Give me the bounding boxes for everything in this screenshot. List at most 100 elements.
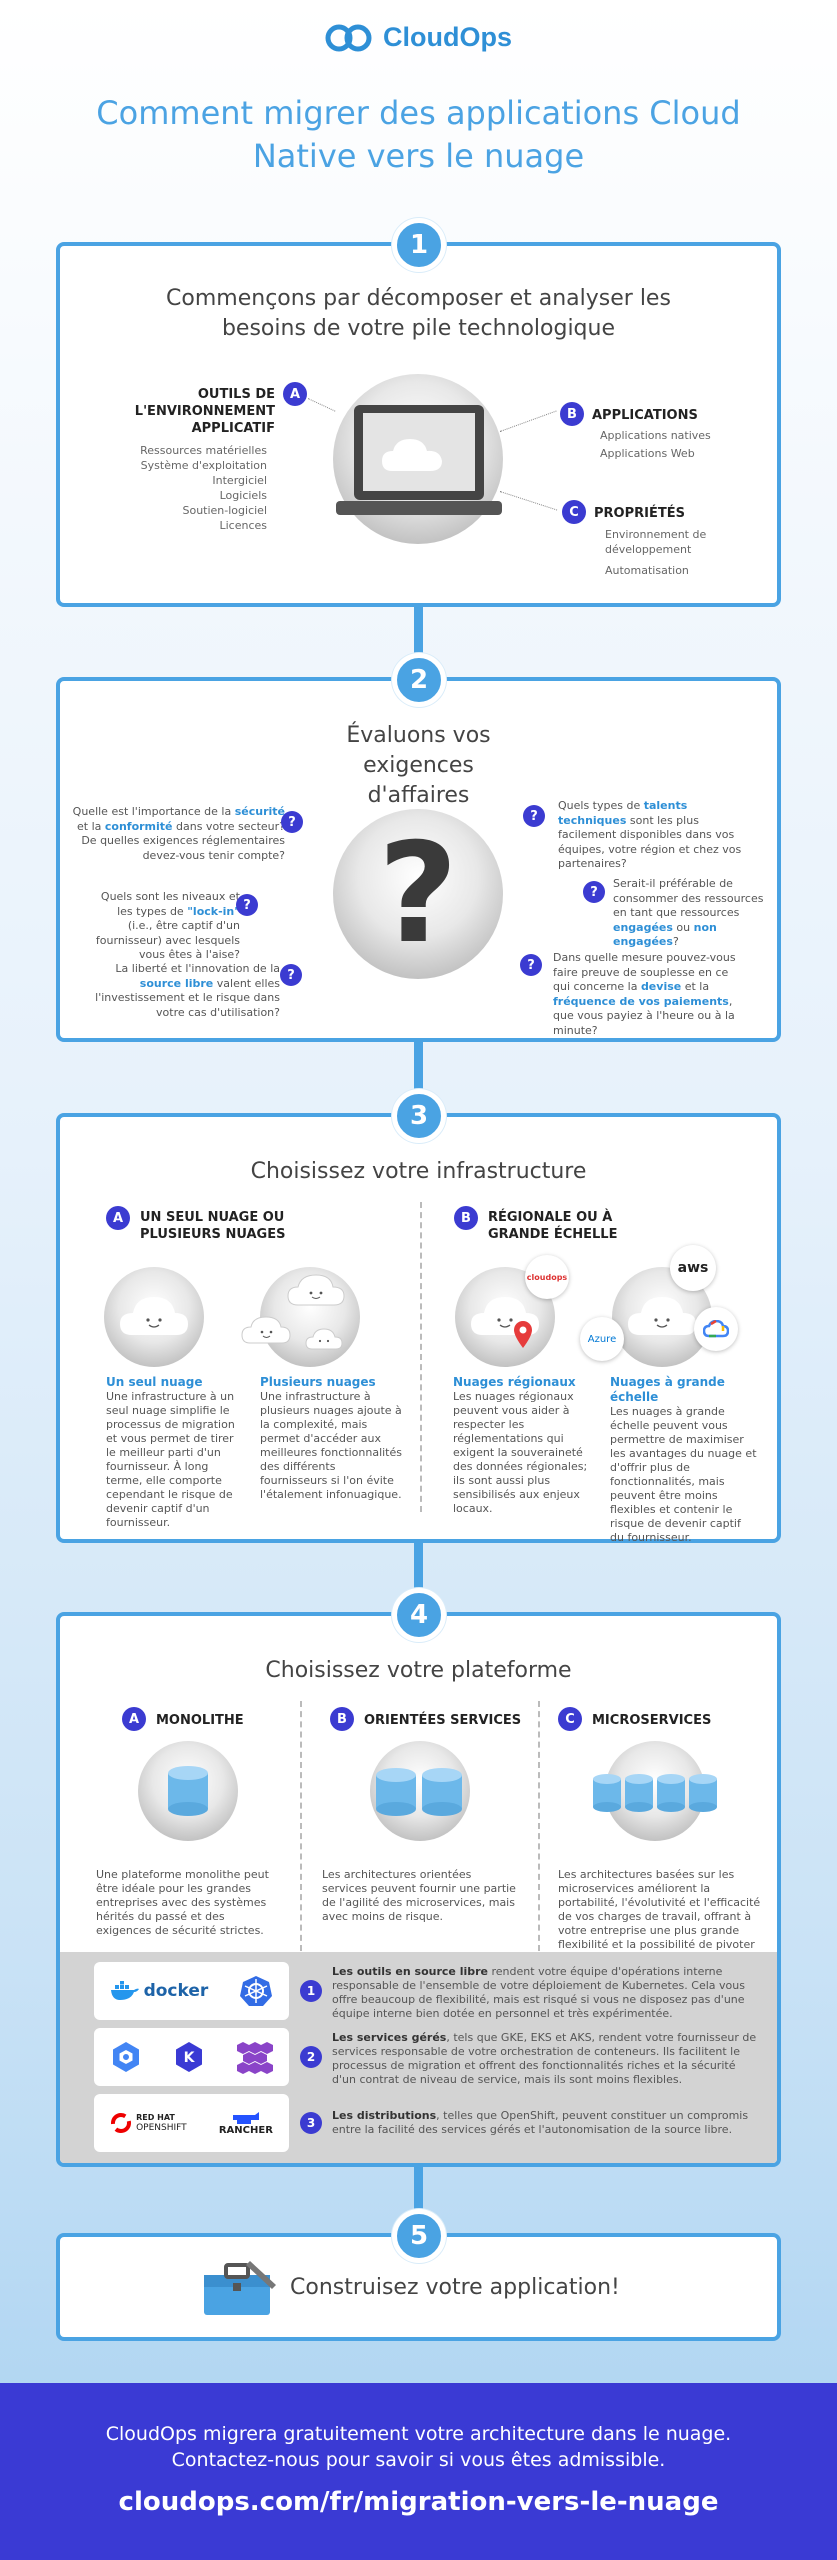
card-regional-cloud: Nuages régionaux Les nuages régionaux pe… xyxy=(453,1375,593,1516)
list-item: Automatisation xyxy=(605,564,689,577)
badge-a: A xyxy=(122,1707,146,1731)
database-icon xyxy=(168,1766,208,1816)
tool-text-distributions: Les distributions, telles que OpenShift,… xyxy=(332,2109,749,2136)
rancher-icon xyxy=(232,2111,259,2124)
section-2-title: Évaluons vos exigences d'affaires xyxy=(346,723,491,808)
google-cloud-icon xyxy=(703,1320,729,1338)
cloudops-logo-icon xyxy=(325,24,372,51)
list-item: Intergiciel xyxy=(212,474,267,487)
question-mark-icon: ? xyxy=(377,813,459,974)
badge-b: B xyxy=(560,402,584,426)
footer-line-1: CloudOps migrera gratuitement votre arch… xyxy=(105,2423,732,2445)
aws-logo-text: aws xyxy=(677,1260,709,1276)
eks-logo-text: K xyxy=(183,2050,195,2066)
section-1-title: Commençons par décomposer et analyser le… xyxy=(166,286,671,341)
question-open-source: La liberté et l'innovation de la source … xyxy=(95,962,280,1019)
list-item: Soutien-logiciel xyxy=(182,504,267,517)
footer: CloudOps migrera gratuitement votre arch… xyxy=(0,2383,837,2560)
card-text: Les nuages régionaux peuvent vous aider … xyxy=(453,1390,588,1515)
docker-whale-icon xyxy=(110,1981,139,2000)
question-lock-in: Quels sont les niveaux et les types de "… xyxy=(95,890,240,961)
section-4: Choisissez votre plateforme A MONOLITHE … xyxy=(56,1612,781,2167)
question-currency: Dans quelle mesure pouvez-vous faire pre… xyxy=(553,951,736,1037)
multi-cloud-icon xyxy=(241,1274,345,1350)
connector-line xyxy=(499,410,557,432)
azure-logo-text: Azure xyxy=(587,1333,617,1345)
question-icon: ? xyxy=(281,811,303,833)
cloud-icon xyxy=(120,1297,188,1335)
question-icon: ? xyxy=(520,954,542,976)
list-item: Applications Web xyxy=(600,447,695,460)
list-item: Applications natives xyxy=(600,429,711,442)
card-text: Les nuages à grande échelle peuvent vous… xyxy=(610,1405,757,1544)
cloudops-logo-text: cloudops xyxy=(526,1272,568,1282)
footer-text: CloudOps migrera gratuitement votre arch… xyxy=(0,2383,837,2473)
footer-url-link[interactable]: cloudops.com/fr/migration-vers-le-nuage xyxy=(118,2487,719,2517)
list-item: Licences xyxy=(219,519,267,532)
card-multi-cloud: Plusieurs nuages Une infrastructure à pl… xyxy=(260,1375,405,1502)
list-item: Ressources matérielles xyxy=(140,444,267,457)
microservices-text: Les architectures basées sur les microse… xyxy=(558,1868,761,1965)
microservices-sphere xyxy=(605,1741,705,1841)
divider xyxy=(420,1202,422,1512)
card-title: Un seul nuage xyxy=(106,1375,203,1389)
openshift-icon xyxy=(111,2113,132,2133)
footer-line-2: Contactez-nous pour savoir si vous êtes … xyxy=(171,2449,666,2471)
label-single-multi-cloud: UN SEUL NUAGE OU PLUSIEURS NUAGES xyxy=(140,1210,286,1242)
page-title: Comment migrer des applications Cloud Na… xyxy=(96,94,741,175)
toolbox-icon xyxy=(204,2261,276,2315)
database-group-icon xyxy=(593,1774,717,1812)
database-pair-icon xyxy=(376,1768,462,1816)
cloud-icon xyxy=(628,1297,696,1335)
question-icon: ? xyxy=(280,964,302,986)
docker-logo-text: docker xyxy=(143,1981,209,2001)
list-item: Logiciels xyxy=(219,489,267,502)
step-number-4: 4 xyxy=(392,1588,446,1642)
card-text: Une infrastructure à un seul nuage simpl… xyxy=(106,1390,235,1529)
section-3-title: Choisissez votre infrastructure xyxy=(250,1159,587,1184)
kubernetes-icon xyxy=(240,1976,273,2006)
badge-c: C xyxy=(558,1707,582,1731)
tool-number: 2 xyxy=(300,2046,322,2068)
question-sphere xyxy=(333,809,503,979)
azure-badge: Azure xyxy=(580,1317,624,1361)
card-large-scale-cloud: Nuages à grande échelle Les nuages à gra… xyxy=(610,1375,758,1545)
section-1: Commençons par décomposer et analyser le… xyxy=(56,242,781,607)
tool-number: 3 xyxy=(300,2112,322,2134)
question-icon: ? xyxy=(583,881,605,903)
card-text: Une infrastructure à plusieurs nuages aj… xyxy=(260,1390,402,1501)
divider xyxy=(300,1701,302,1951)
docker-logo: docker xyxy=(110,1981,209,2001)
step-number-2: 2 xyxy=(392,653,446,707)
tool-text-managed: Les services gérés, tels que GKE, EKS et… xyxy=(332,2031,757,2086)
label-regional-large-scale: RÉGIONALE OU À GRANDE ÉCHELLE xyxy=(488,1210,618,1242)
question-talent: Quels types de talents techniques sont l… xyxy=(558,799,742,870)
aws-badge: aws xyxy=(670,1245,716,1291)
connector xyxy=(414,1040,423,1115)
aks-icon xyxy=(236,2042,273,2074)
label-environment-tools: OUTILS DE L'ENVIRONNEMENT APPLICATIF xyxy=(134,387,275,436)
logo[interactable]: CloudOps xyxy=(0,22,837,53)
badge-c: C xyxy=(562,500,586,524)
section-3: Choisissez votre infrastructure A UN SEU… xyxy=(56,1113,781,1545)
connector xyxy=(414,1540,423,1615)
step-number-5: 5 xyxy=(392,2209,446,2263)
question-security: Quelle est l'importance de la sécurité e… xyxy=(72,805,285,862)
section-4-title: Choisissez votre plateforme xyxy=(265,1658,572,1683)
list-item: Environnement de développement xyxy=(605,528,707,556)
tool-number: 1 xyxy=(300,1980,322,2002)
section-5-title: Construisez votre application! xyxy=(290,2275,620,2300)
redhat-text: RED HAT xyxy=(136,2113,175,2122)
google-cloud-badge xyxy=(694,1307,738,1351)
badge-a: A xyxy=(283,382,307,406)
connector-line xyxy=(499,491,558,511)
openshift-logo: RED HAT OPENSHIFT xyxy=(110,2112,187,2134)
label-microservices: MICROSERVICES xyxy=(592,1713,712,1728)
step-number-1: 1 xyxy=(392,218,446,272)
card-single-cloud: Un seul nuage Une infrastructure à un se… xyxy=(106,1375,246,1530)
badge-b: B xyxy=(454,1206,478,1230)
tool-logos-distributions: RED HAT OPENSHIFT RANCHER xyxy=(94,2094,289,2152)
badge-a: A xyxy=(106,1206,130,1230)
label-applications: APPLICATIONS xyxy=(592,408,698,423)
monolith-text: Une plateforme monolithe peut être idéal… xyxy=(96,1868,269,1937)
